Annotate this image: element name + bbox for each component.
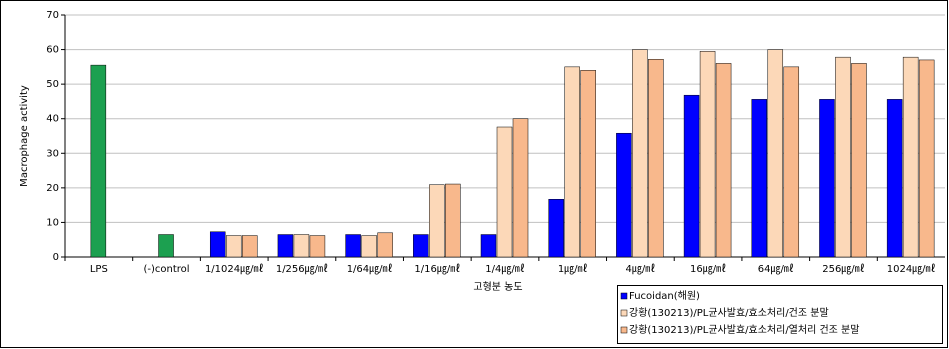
bar bbox=[429, 184, 445, 258]
x-tick-label: 1/64㎍/㎖ bbox=[347, 263, 393, 275]
bar bbox=[158, 234, 174, 258]
bar bbox=[345, 234, 361, 258]
bar bbox=[445, 183, 461, 258]
legend-swatch bbox=[620, 309, 628, 317]
bar bbox=[851, 63, 867, 258]
bar bbox=[241, 235, 258, 258]
y-tick-label: 70 bbox=[46, 10, 59, 21]
x-axis-label: 고형분 농도 bbox=[473, 281, 522, 293]
x-tick-label: 1/16㎍/㎖ bbox=[414, 263, 460, 275]
bar bbox=[293, 234, 310, 258]
bar bbox=[377, 232, 393, 258]
bar bbox=[632, 49, 648, 258]
bar bbox=[90, 64, 107, 258]
x-tick-label: 1㎍/㎖ bbox=[558, 263, 588, 275]
bar bbox=[616, 132, 632, 258]
bar bbox=[683, 94, 700, 258]
x-tick-label: (-)control bbox=[143, 264, 189, 275]
x-tick-label: 16㎍/㎖ bbox=[690, 263, 726, 275]
bar bbox=[480, 234, 497, 258]
bar bbox=[361, 235, 377, 258]
x-tick-label: 64㎍/㎖ bbox=[758, 263, 794, 275]
y-tick-label: 30 bbox=[46, 148, 59, 159]
bar bbox=[918, 59, 935, 258]
legend-label: 강황(130213)/PL균사발효/효소처리/열처리 건조 분말 bbox=[629, 324, 859, 336]
bar bbox=[512, 118, 529, 258]
bar bbox=[548, 199, 564, 258]
y-tick-label: 0 bbox=[53, 252, 59, 263]
bar bbox=[819, 99, 835, 258]
y-tick-label: 20 bbox=[46, 183, 59, 194]
x-tick-label: LPS bbox=[90, 264, 108, 275]
bar bbox=[835, 56, 851, 258]
bar bbox=[767, 49, 784, 258]
y-tick-label: 10 bbox=[46, 217, 59, 228]
bar bbox=[496, 126, 513, 258]
y-tick-label: 50 bbox=[46, 79, 59, 90]
x-tick-label: 1/4㎍/㎖ bbox=[485, 263, 524, 275]
x-tick-label: 1024㎍/㎖ bbox=[887, 263, 936, 275]
bar bbox=[783, 66, 800, 258]
bar bbox=[648, 59, 664, 258]
bar bbox=[209, 231, 226, 258]
y-tick-label: 60 bbox=[46, 45, 59, 56]
bar bbox=[902, 56, 919, 258]
bar bbox=[413, 234, 429, 258]
x-tick-label: 1/1024㎍/㎖ bbox=[205, 263, 264, 275]
x-tick-label: 256㎍/㎖ bbox=[822, 263, 864, 275]
bar bbox=[751, 99, 768, 258]
y-tick-label: 40 bbox=[46, 114, 59, 125]
bar bbox=[277, 234, 294, 258]
bar bbox=[715, 63, 732, 258]
bar bbox=[309, 235, 326, 258]
legend-swatch bbox=[620, 326, 628, 334]
bar bbox=[886, 99, 903, 258]
legend-label: 강황(130213)/PL균사발효/효소처리/건조 분말 bbox=[629, 307, 829, 319]
legend-swatch bbox=[620, 292, 628, 300]
legend-label: Fucoidan(해원) bbox=[629, 289, 700, 302]
bar bbox=[564, 66, 580, 258]
y-axis-label: Macrophage activity bbox=[19, 85, 30, 187]
bar bbox=[225, 235, 242, 258]
bar bbox=[580, 70, 596, 258]
x-tick-label: 1/256㎍/㎖ bbox=[276, 263, 328, 275]
x-tick-label: 4㎍/㎖ bbox=[626, 263, 656, 275]
legend bbox=[617, 285, 943, 344]
bar bbox=[699, 51, 716, 258]
